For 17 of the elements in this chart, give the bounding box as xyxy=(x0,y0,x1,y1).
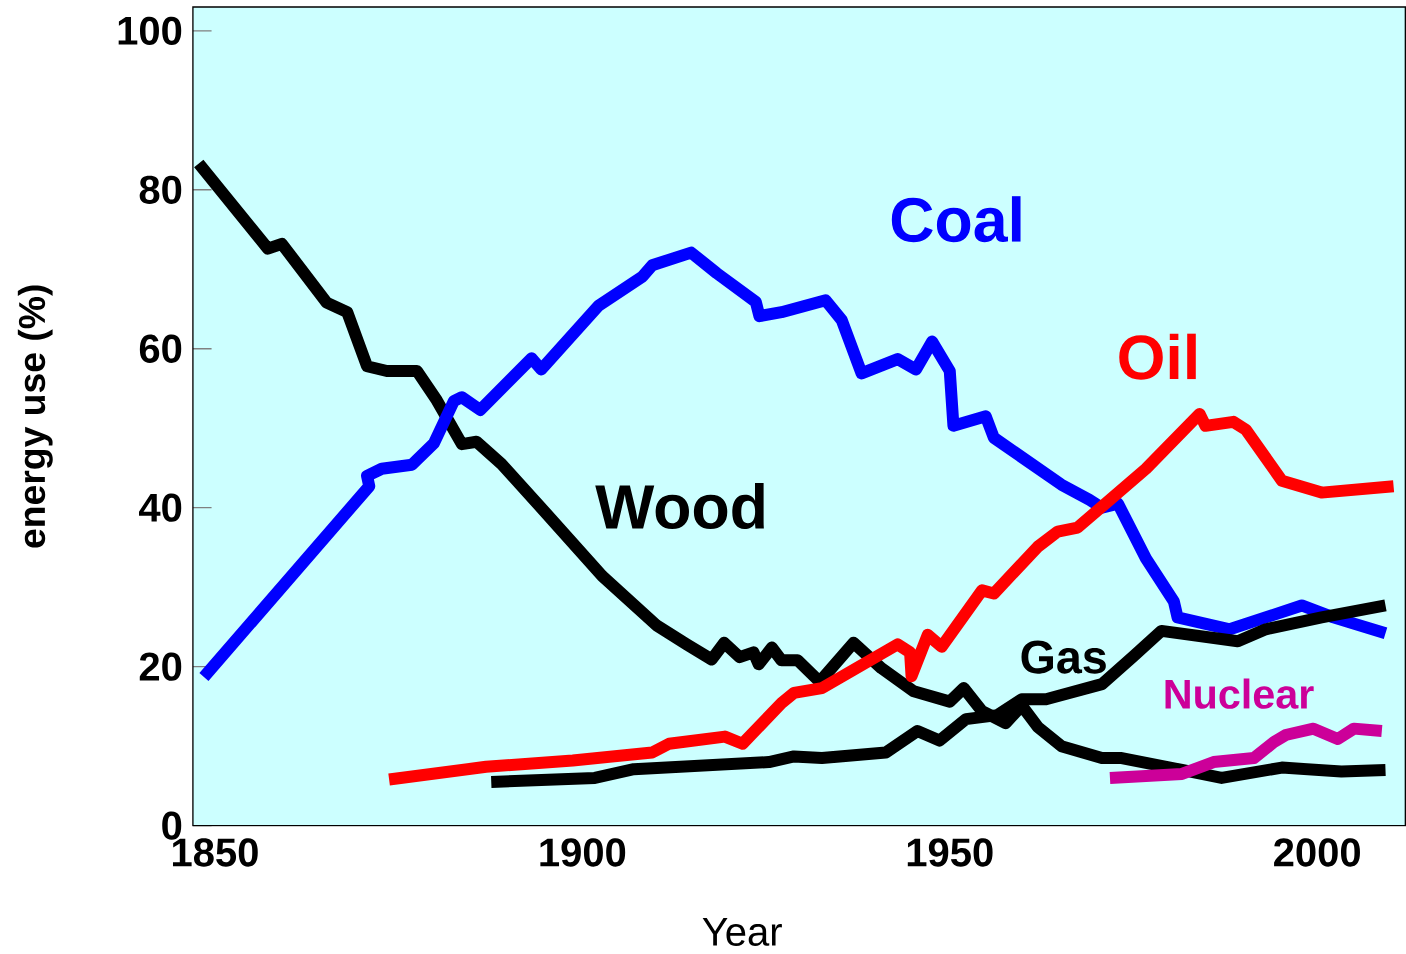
y-tick-label: 40 xyxy=(139,493,182,523)
series-label: Nuclear xyxy=(1165,678,1314,710)
series-label: Coal xyxy=(891,196,1021,243)
y-tick-label: 0 xyxy=(162,811,182,840)
series-label: Oil xyxy=(1119,333,1196,380)
y-axis-title: energy use (%) xyxy=(17,285,53,548)
y-tick-label: 60 xyxy=(139,334,182,364)
series-label: Gas xyxy=(1021,640,1106,674)
y-tick-label: 100 xyxy=(118,16,182,46)
series-label: Wood xyxy=(595,483,764,530)
x-tick-label: 1850 xyxy=(172,838,258,867)
x-tick-label: 2000 xyxy=(1274,838,1360,867)
x-axis-title: Year xyxy=(702,918,782,947)
x-tick-label: 1900 xyxy=(540,838,626,867)
x-tick-label: 1950 xyxy=(907,838,993,867)
y-tick-label: 20 xyxy=(139,652,182,682)
y-tick-label: 80 xyxy=(139,175,182,205)
